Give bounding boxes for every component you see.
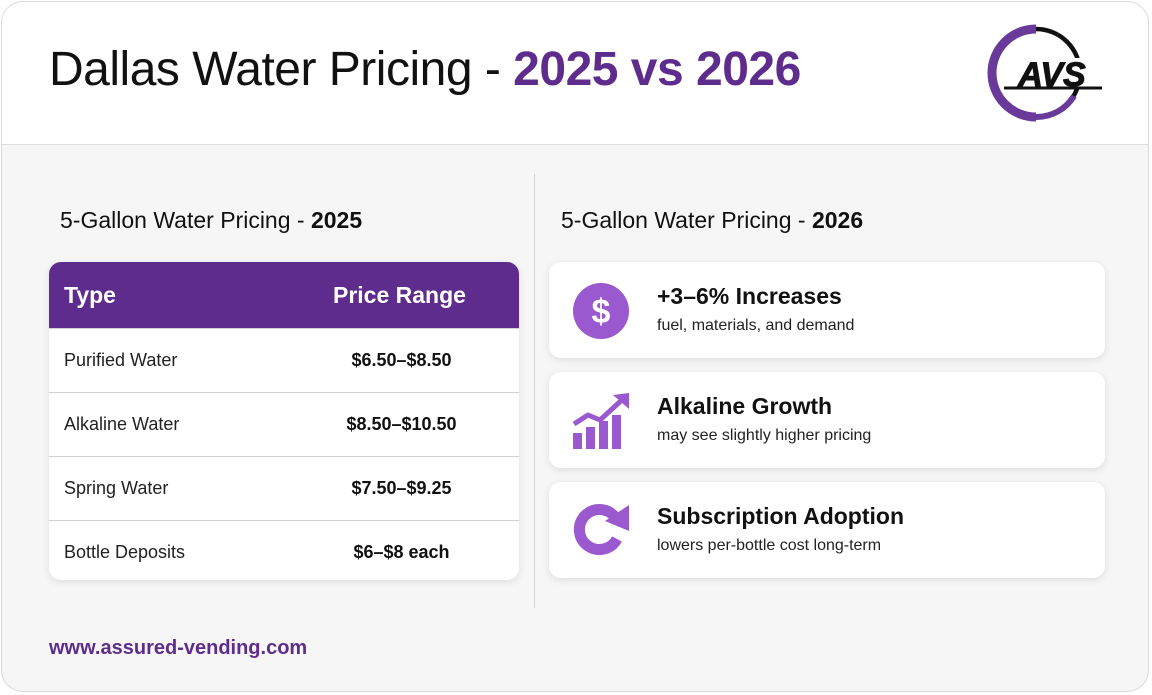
row-price: $8.50–$10.50 — [346, 414, 457, 434]
section-title-2026-prefix: 5-Gallon Water Pricing - — [561, 207, 812, 233]
table-row: Purified Water $6.50–$8.50 — [49, 328, 519, 392]
growth-chart-icon — [572, 393, 629, 449]
column-divider — [534, 174, 535, 608]
info-card-subscription: Subscription Adoption lowers per-bottle … — [549, 482, 1105, 578]
section-title-2026-year: 2026 — [811, 207, 864, 233]
section-title-2025: 5-Gallon Water Pricing - 2025 — [60, 207, 362, 234]
table-row: Spring Water $7.50–$9.25 — [49, 456, 519, 520]
info-card-increases: $ +3–6% Increases fuel, materials, and d… — [549, 262, 1105, 358]
info-card-title: +3–6% Increases — [657, 283, 842, 309]
avs-logo: AVS — [987, 24, 1104, 122]
section-title-2026: 5-Gallon Water Pricing - 2026 — [561, 207, 863, 234]
website-link[interactable]: www.assured-vending.com — [49, 637, 308, 659]
row-price: $6–$8 each — [353, 542, 450, 562]
row-price: $7.50–$9.25 — [351, 478, 452, 498]
refresh-icon — [573, 504, 629, 555]
title-prefix: Dallas Water Pricing - — [49, 43, 514, 96]
row-price: $6.50–$8.50 — [351, 350, 452, 370]
info-card-alkaline: Alkaline Growth may see slightly higher … — [549, 372, 1105, 468]
table-row: Bottle Deposits $6–$8 each — [49, 520, 519, 580]
page-title: Dallas Water Pricing - 2025 vs 2026 — [49, 42, 801, 97]
info-card-subtitle: may see slightly higher pricing — [657, 427, 872, 444]
info-card-subtitle: lowers per-bottle cost long-term — [657, 537, 882, 554]
header-type: Type — [64, 282, 116, 308]
pricing-table-2025: Type Price Range Purified Water $6.50–$8… — [49, 262, 519, 580]
section-title-2025-year: 2025 — [310, 207, 363, 233]
row-type: Spring Water — [64, 478, 169, 498]
row-type: Alkaline Water — [64, 414, 180, 434]
header-price-range: Price Range — [333, 282, 466, 308]
info-card-title: Alkaline Growth — [657, 393, 833, 419]
section-title-2025-prefix: 5-Gallon Water Pricing - — [60, 207, 311, 233]
header: Dallas Water Pricing - 2025 vs 2026 AVS — [2, 2, 1148, 145]
info-card-subtitle: fuel, materials, and demand — [657, 317, 855, 334]
title-accent: 2025 vs 2026 — [513, 43, 801, 96]
table-header: Type Price Range — [49, 262, 519, 328]
svg-text:$: $ — [592, 293, 611, 331]
info-card-title: Subscription Adoption — [657, 503, 905, 529]
row-type: Purified Water — [64, 350, 178, 370]
dollar-icon: $ — [573, 283, 629, 339]
table-row: Alkaline Water $8.50–$10.50 — [49, 392, 519, 456]
row-type: Bottle Deposits — [64, 542, 186, 562]
